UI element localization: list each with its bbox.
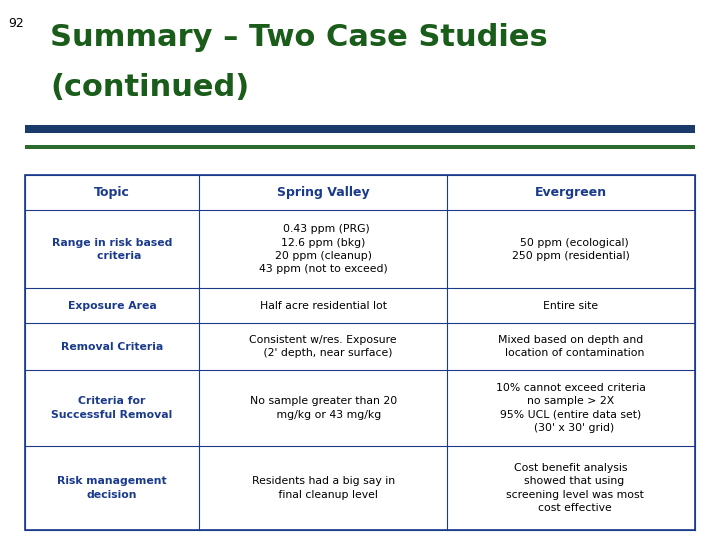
Text: Spring Valley: Spring Valley	[276, 186, 369, 199]
Bar	[25, 125, 695, 133]
Text: Topic: Topic	[94, 186, 130, 199]
Text: 0.43 ppm (PRG)
12.6 ppm (bkg)
20 ppm (cleanup)
43 ppm (not to exceed): 0.43 ppm (PRG) 12.6 ppm (bkg) 20 ppm (cl…	[258, 224, 387, 274]
Text: Residents had a big say in
   final cleanup level: Residents had a big say in final cleanup…	[251, 476, 395, 500]
Text: Mixed based on depth and
  location of contamination: Mixed based on depth and location of con…	[498, 335, 644, 358]
Text: 50 ppm (ecological)
250 ppm (residential): 50 ppm (ecological) 250 ppm (residential…	[512, 238, 630, 261]
Text: Entire site: Entire site	[544, 301, 598, 310]
Text: Criteria for
Successful Removal: Criteria for Successful Removal	[51, 396, 173, 420]
Text: Evergreen: Evergreen	[535, 186, 607, 199]
Text: 10% cannot exceed criteria
no sample > 2X
95% UCL (entire data set)
  (30' x 30': 10% cannot exceed criteria no sample > 2…	[496, 383, 646, 433]
Text: Consistent w/res. Exposure
   (2' depth, near surface): Consistent w/res. Exposure (2' depth, ne…	[249, 335, 397, 358]
Text: Half acre residential lot: Half acre residential lot	[260, 301, 387, 310]
Text: Cost benefit analysis
  showed that using
  screening level was most
  cost effe: Cost benefit analysis showed that using …	[499, 463, 644, 513]
Text: Range in risk based
    criteria: Range in risk based criteria	[52, 238, 172, 261]
Text: (continued): (continued)	[50, 73, 249, 102]
Text: Removal Criteria: Removal Criteria	[61, 342, 163, 352]
Text: Exposure Area: Exposure Area	[68, 301, 156, 310]
Bar	[25, 175, 695, 530]
Text: Summary – Two Case Studies: Summary – Two Case Studies	[50, 23, 548, 52]
Text: No sample greater than 20
   mg/kg or 43 mg/kg: No sample greater than 20 mg/kg or 43 mg…	[250, 396, 397, 420]
Text: 92: 92	[8, 17, 24, 30]
Bar	[25, 145, 695, 149]
Text: Risk management
decision: Risk management decision	[58, 476, 167, 500]
